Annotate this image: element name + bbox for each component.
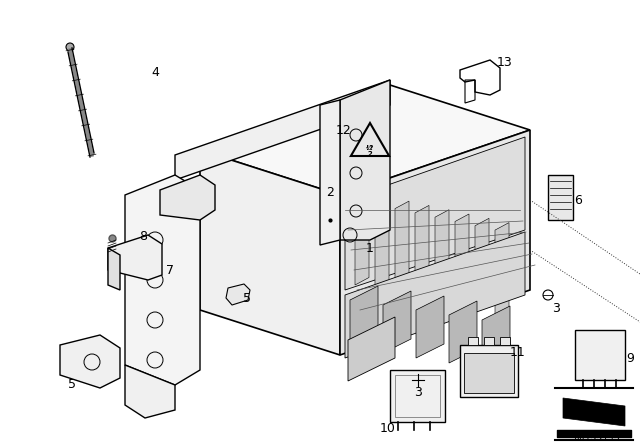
Polygon shape <box>468 337 478 345</box>
Text: 10: 10 <box>380 422 396 435</box>
Polygon shape <box>350 286 378 348</box>
Polygon shape <box>390 370 445 422</box>
Polygon shape <box>345 232 525 358</box>
Text: 13: 13 <box>497 56 513 69</box>
Polygon shape <box>435 210 449 302</box>
Polygon shape <box>200 85 530 195</box>
Polygon shape <box>375 197 389 289</box>
Text: 5: 5 <box>68 379 76 392</box>
Polygon shape <box>175 80 390 180</box>
Polygon shape <box>449 301 477 363</box>
Polygon shape <box>383 291 411 353</box>
Polygon shape <box>415 205 429 298</box>
Text: 8: 8 <box>139 229 147 242</box>
Text: v2: v2 <box>366 146 374 151</box>
Text: 4: 4 <box>151 66 159 79</box>
Polygon shape <box>108 248 120 290</box>
Polygon shape <box>475 218 489 311</box>
Polygon shape <box>160 175 215 220</box>
Text: 9: 9 <box>626 352 634 365</box>
Polygon shape <box>395 201 409 293</box>
Polygon shape <box>575 330 625 380</box>
Text: 7: 7 <box>166 263 174 276</box>
Polygon shape <box>345 137 525 290</box>
Text: 11: 11 <box>510 345 526 358</box>
Polygon shape <box>200 150 340 355</box>
Polygon shape <box>563 398 625 426</box>
Polygon shape <box>340 80 390 240</box>
Polygon shape <box>500 337 510 345</box>
Polygon shape <box>340 130 530 355</box>
Polygon shape <box>455 214 469 306</box>
Polygon shape <box>482 306 510 368</box>
Polygon shape <box>548 175 573 220</box>
Polygon shape <box>320 100 340 245</box>
Text: 3: 3 <box>414 387 422 400</box>
Polygon shape <box>460 345 518 397</box>
Text: 3: 3 <box>552 302 560 314</box>
Polygon shape <box>355 193 369 285</box>
Text: 1: 1 <box>366 241 374 254</box>
Polygon shape <box>226 284 250 305</box>
Polygon shape <box>484 337 494 345</box>
Text: 12: 12 <box>336 124 352 137</box>
Text: 5: 5 <box>243 292 251 305</box>
Polygon shape <box>416 296 444 358</box>
Text: !?
2: !? 2 <box>366 145 374 158</box>
Polygon shape <box>60 335 120 388</box>
Polygon shape <box>125 365 175 418</box>
Polygon shape <box>464 353 514 393</box>
Text: 2: 2 <box>326 185 334 198</box>
Text: 6: 6 <box>574 194 582 207</box>
Polygon shape <box>495 223 509 315</box>
Circle shape <box>66 43 74 51</box>
Polygon shape <box>125 175 200 385</box>
Polygon shape <box>108 235 162 280</box>
Polygon shape <box>348 317 395 381</box>
Text: 00159145: 00159145 <box>573 432 621 442</box>
